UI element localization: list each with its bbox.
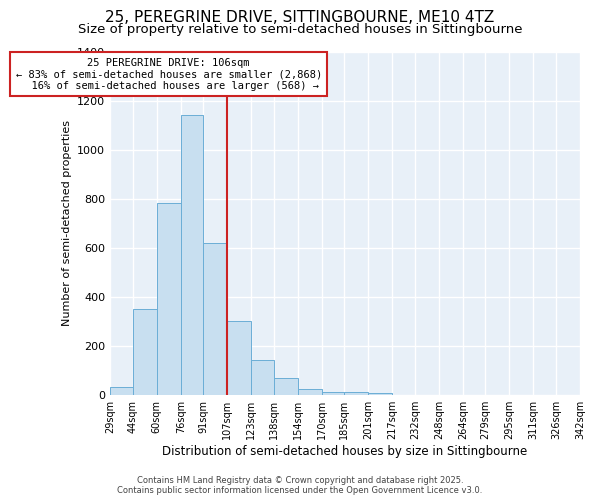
Text: Contains HM Land Registry data © Crown copyright and database right 2025.
Contai: Contains HM Land Registry data © Crown c… — [118, 476, 482, 495]
Bar — [110, 388, 133, 394]
Bar — [157, 204, 181, 394]
Text: 25, PEREGRINE DRIVE, SITTINGBOURNE, ME10 4TZ: 25, PEREGRINE DRIVE, SITTINGBOURNE, ME10… — [106, 10, 494, 25]
Y-axis label: Number of semi-detached properties: Number of semi-detached properties — [62, 120, 71, 326]
Bar — [227, 321, 251, 394]
Bar — [274, 378, 298, 394]
X-axis label: Distribution of semi-detached houses by size in Sittingbourne: Distribution of semi-detached houses by … — [163, 444, 528, 458]
Bar — [344, 392, 368, 394]
Bar — [203, 242, 227, 394]
Text: Size of property relative to semi-detached houses in Sittingbourne: Size of property relative to semi-detach… — [78, 22, 522, 36]
Bar — [322, 392, 344, 394]
Bar — [251, 360, 274, 394]
Bar — [133, 309, 157, 394]
Bar — [298, 388, 322, 394]
Text: 25 PEREGRINE DRIVE: 106sqm
← 83% of semi-detached houses are smaller (2,868)
  1: 25 PEREGRINE DRIVE: 106sqm ← 83% of semi… — [16, 58, 322, 91]
Bar — [181, 115, 203, 394]
